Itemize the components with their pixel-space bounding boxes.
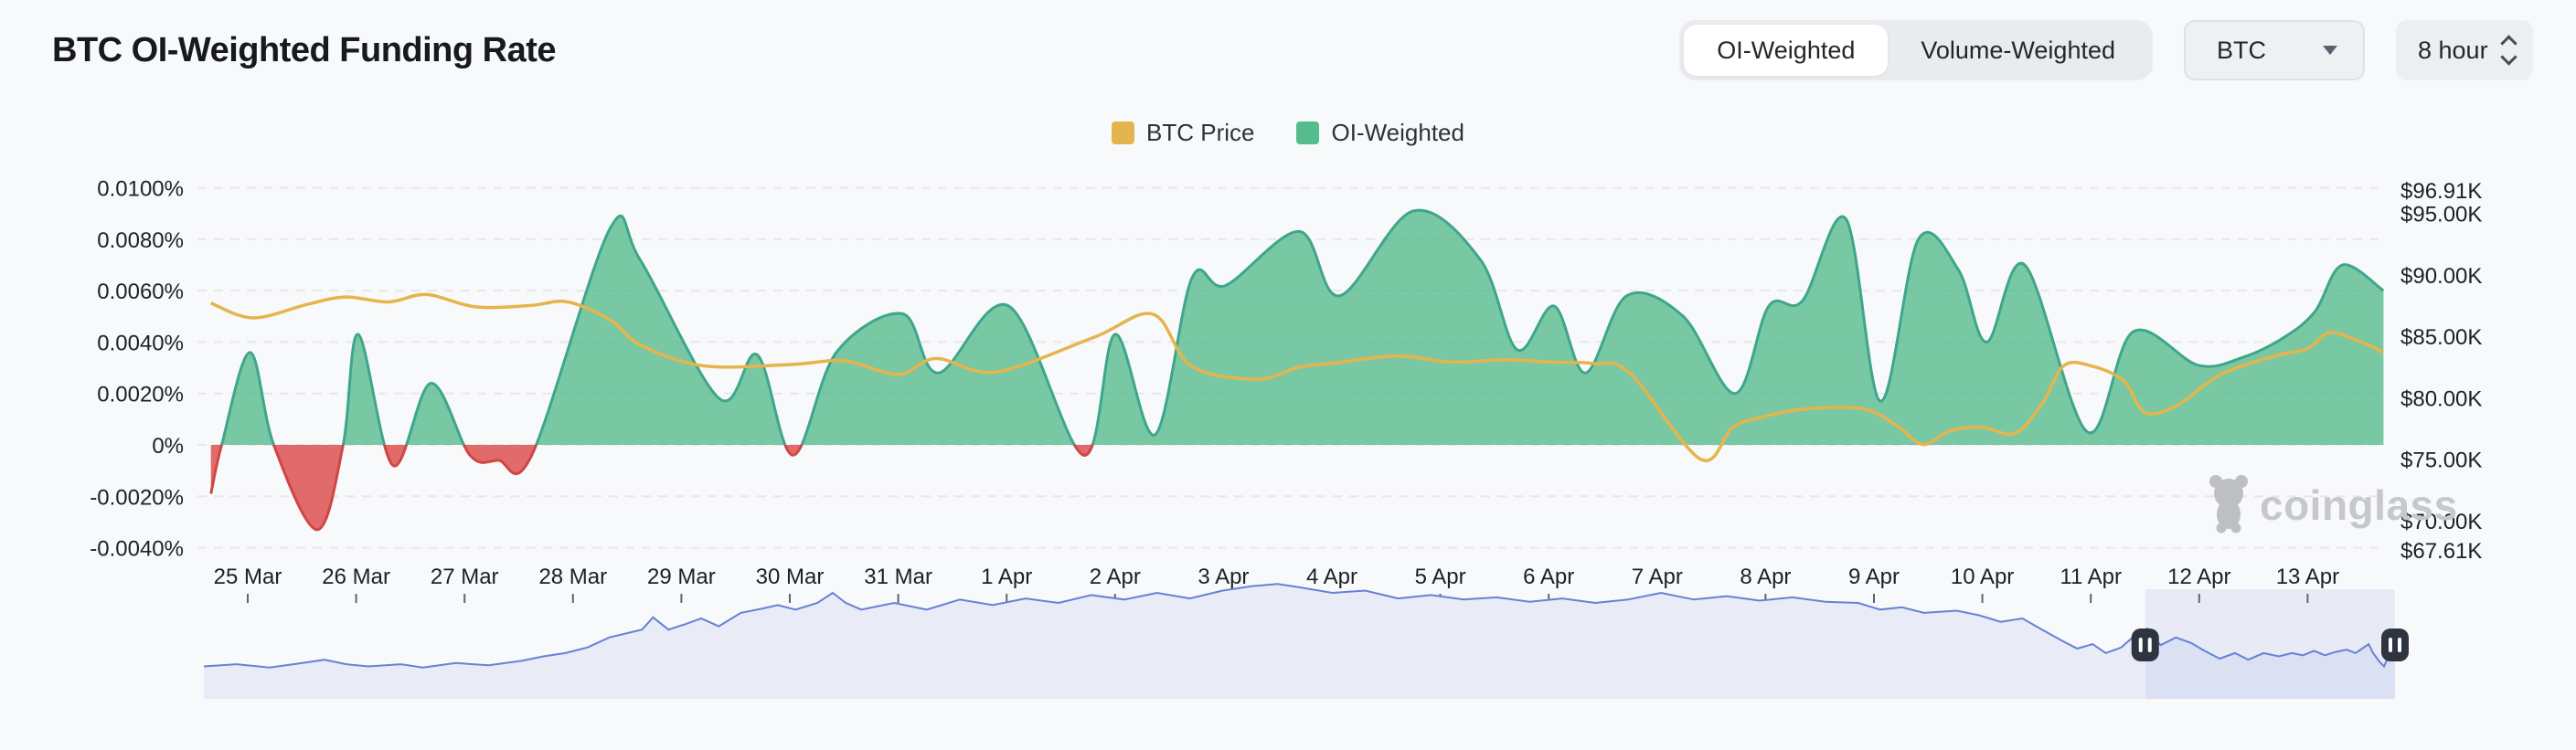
y-axis-label-left: 0%: [152, 434, 184, 459]
x-axis-label: 31 Mar: [864, 565, 932, 589]
symbol-select-value: BTC: [2217, 36, 2266, 64]
legend-item-oi-weighted[interactable]: OI-Weighted: [1296, 119, 1464, 147]
x-axis-label: 11 Apr: [2060, 565, 2122, 589]
x-axis-label: 30 Mar: [756, 565, 825, 589]
y-axis-label-right: $75.00K: [2400, 449, 2482, 473]
y-axis-label-right: $70.00K: [2400, 510, 2482, 534]
x-axis-label: 26 Mar: [322, 565, 390, 589]
y-axis-label-left: -0.0020%: [90, 485, 184, 510]
y-axis-label-left: 0.0080%: [97, 228, 184, 253]
y-axis-label-right: $95.00K: [2400, 203, 2482, 227]
navigator-line: [203, 583, 2396, 669]
weight-toggle: OI-Weighted Volume-Weighted: [1679, 20, 2153, 80]
x-axis-label: 10 Apr: [1951, 565, 2014, 589]
x-axis-label: 2 Apr: [1090, 565, 1141, 589]
y-axis-label-left: -0.0040%: [90, 537, 184, 562]
legend-swatch-oi-weighted: [1296, 121, 1320, 144]
navigator-handle-left[interactable]: [2131, 629, 2159, 661]
tab-oi-weighted[interactable]: OI-Weighted: [1684, 25, 1889, 76]
x-axis-label: 7 Apr: [1632, 565, 1683, 589]
header-controls: OI-Weighted Volume-Weighted BTC 8 hour: [1679, 20, 2533, 80]
x-axis-label: 8 Apr: [1740, 565, 1791, 589]
x-axis-label: 9 Apr: [1848, 565, 1900, 589]
interval-select-value: 8 hour: [2418, 36, 2488, 64]
x-axis-label: 1 Apr: [981, 565, 1032, 589]
interval-select[interactable]: 8 hour: [2396, 20, 2533, 80]
x-axis-label: 12 Apr: [2167, 565, 2230, 589]
symbol-select[interactable]: BTC: [2184, 20, 2365, 80]
y-axis-label-right: $90.00K: [2400, 264, 2482, 289]
x-axis-label: 28 Mar: [538, 565, 607, 589]
x-axis-label: 13 Apr: [2276, 565, 2339, 589]
y-axis-label-right: $96.91K: [2400, 179, 2482, 204]
tab-volume-weighted[interactable]: Volume-Weighted: [1888, 25, 2148, 76]
price-line: [210, 292, 2384, 462]
y-axis-label-left: 0.0020%: [97, 383, 184, 407]
x-axis-label: 29 Mar: [647, 565, 716, 589]
y-axis-label-right: $85.00K: [2400, 325, 2482, 350]
legend-label: OI-Weighted: [1331, 119, 1464, 146]
chevron-down-icon: [2323, 46, 2337, 55]
legend-item-btc-price[interactable]: BTC Price: [1112, 119, 1254, 147]
x-axis-label: 4 Apr: [1306, 565, 1357, 589]
y-axis-label-left: 0.0100%: [97, 177, 184, 202]
navigator-area[interactable]: [204, 584, 2395, 699]
funding-area-positive: [210, 210, 2384, 445]
chart-legend: BTC Price OI-Weighted: [0, 119, 2576, 147]
y-axis-label-right: $80.00K: [2400, 386, 2482, 411]
stepper-up-down-icon[interactable]: [2500, 35, 2517, 66]
legend-label: BTC Price: [1146, 119, 1255, 146]
x-axis-label: 5 Apr: [1415, 565, 1466, 589]
navigator-selection[interactable]: [2145, 589, 2395, 699]
y-axis-label-right: $67.61K: [2400, 539, 2482, 564]
watermark-text: coinglass: [2260, 481, 2458, 529]
coinglass-watermark: coinglass: [2209, 475, 2458, 533]
y-axis-label-left: 0.0040%: [97, 331, 184, 355]
x-axis-label: 25 Mar: [214, 565, 282, 589]
y-axis-label-left: 0.0060%: [97, 280, 184, 304]
x-axis-label: 6 Apr: [1523, 565, 1574, 589]
legend-swatch-btc-price: [1112, 121, 1135, 144]
x-axis-label: 3 Apr: [1198, 565, 1249, 589]
x-axis-label: 27 Mar: [431, 565, 499, 589]
page-title: BTC OI-Weighted Funding Rate: [52, 31, 557, 69]
navigator-handle-right[interactable]: [2381, 629, 2409, 661]
funding-line-positive: [219, 208, 2384, 445]
